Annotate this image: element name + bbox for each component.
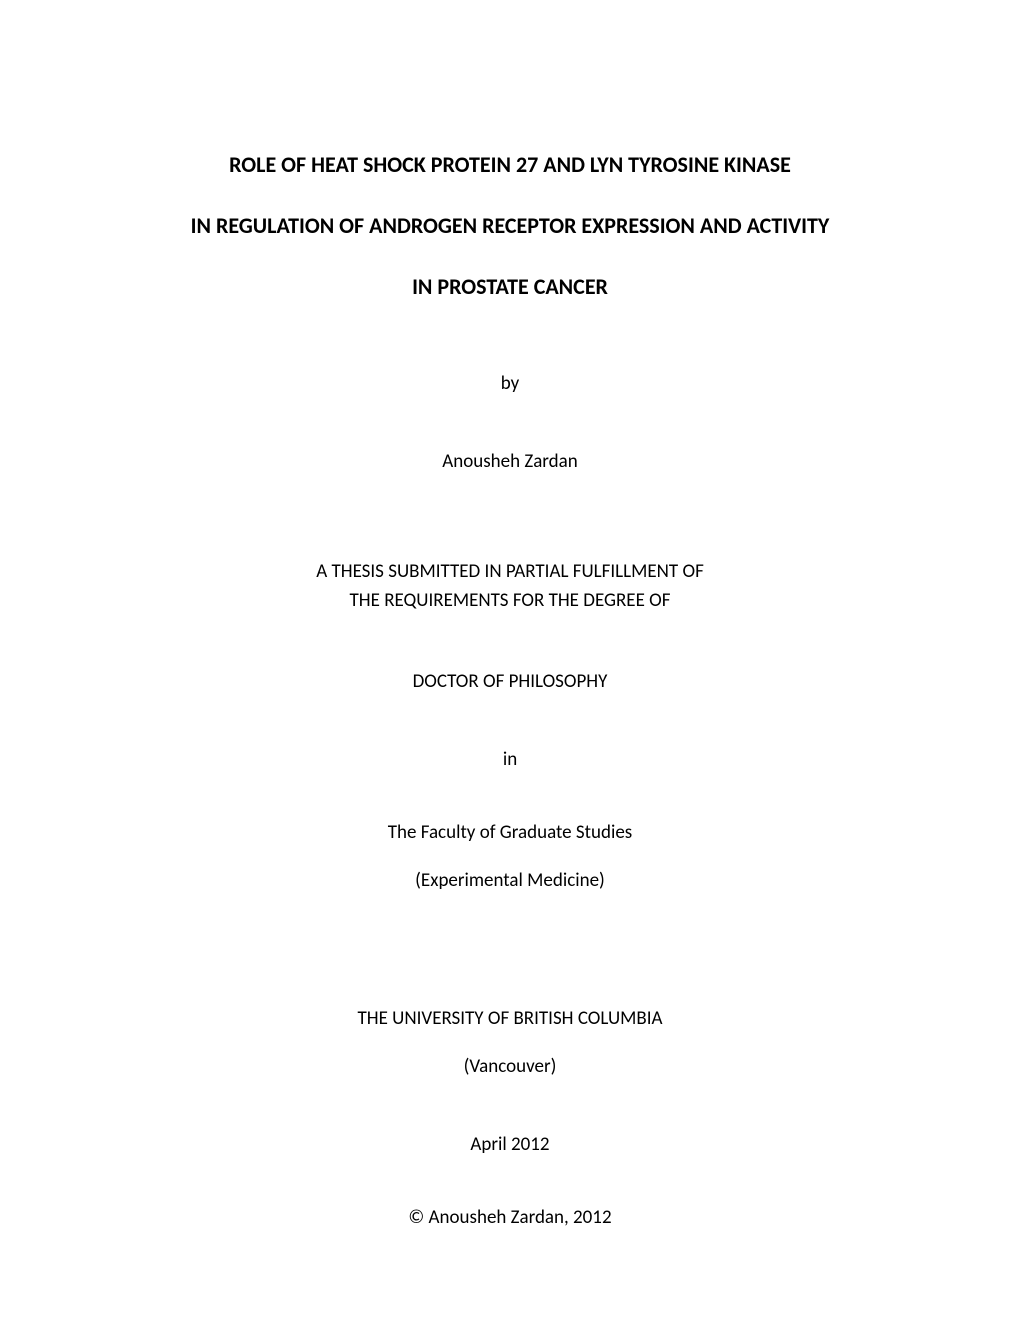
submission-date: April 2012 — [120, 1133, 900, 1156]
university-name: THE UNIVERSITY OF BRITISH COLUMBIA — [120, 1007, 900, 1030]
faculty-name: The Faculty of Graduate Studies — [120, 821, 900, 844]
by-label: by — [120, 372, 900, 395]
copyright-notice: © Anousheh Zardan, 2012 — [120, 1206, 900, 1229]
title-line-2: IN REGULATION OF ANDROGEN RECEPTOR EXPRE… — [120, 211, 900, 242]
submission-line-2: THE REQUIREMENTS FOR THE DEGREE OF — [120, 587, 900, 616]
location-name: (Vancouver) — [120, 1055, 900, 1078]
program-name: (Experimental Medicine) — [120, 869, 900, 892]
title-line-3: IN PROSTATE CANCER — [120, 272, 900, 303]
thesis-title-block: ROLE OF HEAT SHOCK PROTEIN 27 AND LYN TY… — [120, 150, 900, 302]
submission-statement: A THESIS SUBMITTED IN PARTIAL FULFILLMEN… — [120, 558, 900, 615]
author-name: Anousheh Zardan — [120, 450, 900, 473]
submission-line-1: A THESIS SUBMITTED IN PARTIAL FULFILLMEN… — [120, 558, 900, 587]
title-line-1: ROLE OF HEAT SHOCK PROTEIN 27 AND LYN TY… — [120, 150, 900, 181]
in-label: in — [120, 748, 900, 771]
degree-name: DOCTOR OF PHILOSOPHY — [120, 670, 900, 693]
